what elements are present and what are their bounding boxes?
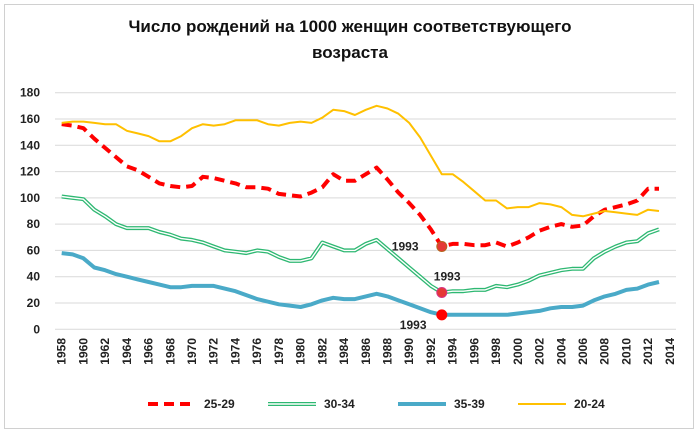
series-line-30-34	[61, 194, 660, 295]
y-tick-label: 160	[20, 112, 40, 126]
chart-frame	[4, 4, 694, 429]
x-tick-label: 1974	[228, 338, 242, 365]
marker-point-35-39	[436, 309, 448, 321]
x-tick-label: 1978	[272, 338, 286, 365]
y-tick-label: 180	[20, 86, 40, 100]
x-tick-label: 1982	[315, 338, 329, 365]
y-tick-label: 60	[27, 243, 41, 257]
annotation-label: 1993	[434, 269, 461, 283]
y-tick-label: 100	[20, 191, 40, 205]
x-tick-label: 1966	[142, 338, 156, 365]
chart-title-line-1: Число рождений на 1000 женщин соответств…	[128, 17, 572, 36]
x-tick-label: 2014	[663, 338, 677, 365]
series-line-25-29	[61, 122, 659, 249]
x-tick-label: 1996	[467, 338, 481, 365]
legend-label: 20-24	[574, 397, 605, 411]
x-tick-label: 1960	[76, 338, 90, 365]
x-tick-label: 2010	[619, 338, 633, 365]
legend-label: 30-34	[324, 397, 355, 411]
legend-label: 35-39	[454, 397, 485, 411]
x-tick-label: 1972	[207, 338, 221, 365]
y-tick-label: 80	[27, 217, 41, 231]
y-tick-label: 40	[27, 270, 41, 284]
x-tick-label: 1976	[250, 338, 264, 365]
chart-title-line-2: возраста	[312, 43, 388, 62]
x-tick-label: 2008	[598, 338, 612, 365]
marker-point-30-34	[436, 286, 448, 298]
x-tick-label: 1992	[424, 338, 438, 365]
x-tick-label: 1994	[446, 338, 460, 365]
y-tick-label: 0	[33, 322, 40, 336]
chart-title: Число рождений на 1000 женщин соответств…	[0, 14, 700, 66]
x-tick-label: 2000	[511, 338, 525, 365]
annotation-label: 1993	[392, 239, 419, 253]
annotation-label: 1993	[400, 318, 427, 332]
x-tick-label: 1970	[185, 338, 199, 365]
series-line-35-39	[61, 251, 660, 317]
y-tick-label: 20	[27, 296, 41, 310]
x-tick-label: 2002	[533, 338, 547, 365]
x-tick-label: 1958	[55, 338, 69, 365]
y-tick-label: 120	[20, 165, 40, 179]
x-tick-label: 1988	[381, 338, 395, 365]
x-tick-label: 1998	[489, 338, 503, 365]
x-tick-label: 1962	[98, 338, 112, 365]
x-tick-label: 2006	[576, 338, 590, 365]
x-tick-label: 2004	[554, 338, 568, 365]
series-line-20-24	[61, 104, 660, 218]
x-tick-label: 1984	[337, 338, 351, 365]
x-tick-label: 1990	[402, 338, 416, 365]
x-tick-label: 2012	[641, 338, 655, 365]
x-tick-label: 1980	[294, 338, 308, 365]
series-line-30-34	[61, 195, 660, 294]
y-tick-label: 140	[20, 138, 40, 152]
x-tick-label: 1964	[120, 338, 134, 365]
x-tick-label: 1986	[359, 338, 373, 365]
marker-point-25-29	[436, 240, 448, 252]
x-tick-label: 1968	[163, 338, 177, 365]
legend-label: 25-29	[204, 397, 235, 411]
